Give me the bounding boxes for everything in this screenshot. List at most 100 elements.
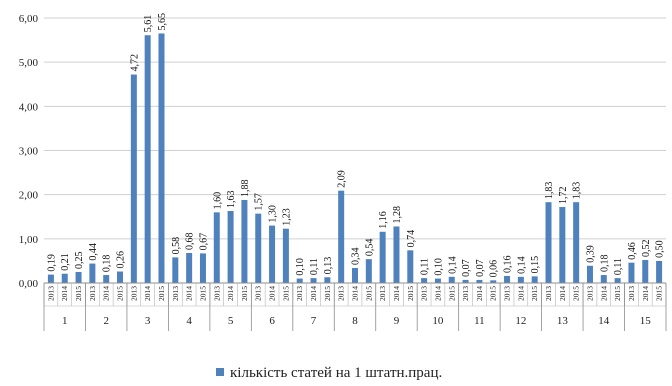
bar bbox=[531, 276, 538, 283]
data-label: 0,74 bbox=[406, 230, 417, 248]
data-label: 1,88 bbox=[240, 179, 251, 197]
data-label: 0,21 bbox=[60, 253, 71, 271]
data-label: 0,15 bbox=[530, 256, 541, 274]
data-label: 0,54 bbox=[364, 239, 375, 257]
bar bbox=[241, 199, 248, 283]
x-year-label: 2015 bbox=[198, 286, 207, 301]
x-year-label: 2013 bbox=[461, 286, 470, 301]
data-label: 0,34 bbox=[351, 247, 362, 265]
bar bbox=[213, 212, 220, 283]
data-label: 1,72 bbox=[558, 187, 569, 205]
x-group-label: 13 bbox=[557, 315, 569, 327]
y-tick-label: 5,00 bbox=[19, 57, 39, 69]
bar bbox=[421, 278, 428, 283]
bar bbox=[324, 277, 331, 283]
x-group-label: 7 bbox=[311, 315, 317, 327]
x-year-label: 2015 bbox=[613, 286, 622, 301]
x-year-label: 2014 bbox=[60, 286, 69, 301]
x-year-label: 2014 bbox=[351, 286, 360, 301]
data-label: 0,14 bbox=[516, 256, 527, 274]
data-label: 0,13 bbox=[323, 257, 334, 275]
x-year-label: 2014 bbox=[516, 286, 525, 301]
data-label: 1,83 bbox=[572, 182, 583, 200]
x-group-label: 15 bbox=[640, 315, 652, 327]
x-axis: 2013 2014 2015 1 2013 2014 2015 2 2013 2014 2015 3 2… bbox=[43, 282, 667, 331]
bar bbox=[448, 276, 455, 283]
data-label: 0,39 bbox=[585, 245, 596, 263]
data-label: 4,72 bbox=[129, 54, 140, 72]
bar bbox=[476, 279, 483, 283]
x-year-label: 2015 bbox=[530, 286, 539, 301]
x-year-label: 2013 bbox=[585, 286, 594, 301]
bar bbox=[282, 228, 289, 283]
data-label: 0,10 bbox=[433, 258, 444, 276]
bar bbox=[656, 260, 663, 283]
bar bbox=[379, 231, 386, 283]
bar bbox=[117, 271, 124, 283]
data-label: 1,28 bbox=[392, 206, 403, 224]
y-axis: 0,00 1,00 2,00 3,00 4,00 5,00 6,00 bbox=[19, 13, 39, 290]
y-tick-label: 6,00 bbox=[19, 13, 39, 25]
gridlines bbox=[44, 17, 666, 240]
bar bbox=[490, 280, 497, 283]
x-year-label: 2015 bbox=[281, 286, 290, 301]
bar bbox=[158, 33, 165, 284]
x-year-label: 2013 bbox=[46, 286, 55, 301]
x-group-label: 4 bbox=[186, 315, 192, 327]
data-label: 0,18 bbox=[599, 255, 610, 273]
data-label: 2,09 bbox=[337, 170, 348, 188]
x-year-label: 2013 bbox=[627, 286, 636, 301]
x-year-label: 2013 bbox=[171, 286, 180, 301]
x-year-label: 2014 bbox=[558, 286, 567, 301]
data-label: 0,25 bbox=[74, 251, 85, 269]
x-year-label: 2015 bbox=[364, 286, 373, 301]
data-label: 1,83 bbox=[544, 182, 555, 200]
data-label: 1,23 bbox=[281, 208, 292, 226]
x-year-label: 2014 bbox=[226, 286, 235, 301]
bar bbox=[407, 250, 414, 283]
x-year-label: 2014 bbox=[475, 286, 484, 301]
data-label: 0,07 bbox=[475, 259, 486, 277]
x-year-label: 2013 bbox=[503, 286, 512, 301]
data-label: 1,63 bbox=[226, 191, 237, 209]
bar bbox=[586, 265, 593, 283]
x-group-label: 6 bbox=[269, 315, 275, 327]
legend-label: кількість статей на 1 штатн.прац. bbox=[230, 365, 442, 381]
y-tick-label: 1,00 bbox=[19, 234, 39, 246]
bar bbox=[352, 267, 358, 283]
bar bbox=[172, 257, 179, 283]
bar bbox=[75, 271, 82, 283]
x-year-label: 2015 bbox=[74, 286, 83, 301]
data-label: 0,18 bbox=[102, 255, 113, 273]
bar bbox=[545, 202, 552, 283]
bar bbox=[504, 275, 511, 283]
bar bbox=[103, 275, 110, 283]
bar bbox=[255, 213, 262, 283]
x-year-label: 2014 bbox=[185, 286, 194, 301]
data-label: 0,46 bbox=[627, 242, 638, 260]
bars bbox=[47, 33, 663, 284]
data-label: 0,06 bbox=[489, 260, 500, 278]
x-year-label: 2014 bbox=[268, 286, 277, 301]
data-label: 5,61 bbox=[143, 15, 154, 33]
data-label: 0,58 bbox=[171, 237, 182, 255]
bar bbox=[227, 211, 234, 283]
data-labels: 0,19 0,21 0,25 0,440,18 0,264,725,61 5,650,58… bbox=[46, 13, 665, 277]
bar bbox=[144, 35, 151, 283]
x-group-label: 5 bbox=[228, 315, 234, 327]
bar bbox=[269, 225, 276, 283]
data-label: 0,14 bbox=[447, 256, 458, 274]
x-year-label: 2015 bbox=[323, 286, 332, 301]
bar bbox=[393, 226, 400, 283]
data-label: 0,67 bbox=[198, 233, 209, 251]
x-year-label: 2015 bbox=[406, 286, 415, 301]
x-group-label: 11 bbox=[474, 315, 485, 327]
bar bbox=[89, 263, 96, 283]
bar bbox=[130, 74, 137, 284]
data-label: 0,44 bbox=[88, 243, 99, 261]
x-group-label: 14 bbox=[598, 315, 610, 327]
bar bbox=[186, 252, 193, 283]
x-year-label: 2015 bbox=[447, 286, 456, 301]
data-label: 0,07 bbox=[461, 259, 472, 277]
